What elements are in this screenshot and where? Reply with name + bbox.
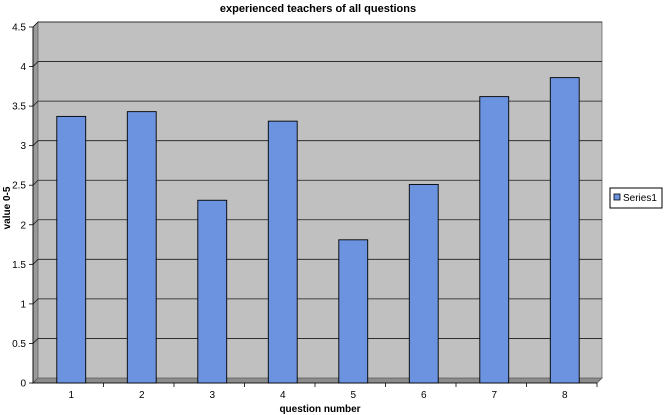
bar: [338, 239, 369, 384]
y-axis-title: value 0-5: [2, 186, 13, 229]
plot-floor: [32, 377, 603, 384]
bar: [267, 120, 298, 384]
legend: Series1: [609, 187, 663, 209]
x-tick-label: 2: [139, 390, 145, 401]
y-gridline-side: [32, 219, 39, 226]
y-tick-label: 0.5: [12, 339, 26, 350]
y-tick-label: 1: [20, 299, 26, 310]
y-tick-label: 2.5: [12, 181, 26, 192]
y-tick-label: 4.5: [12, 23, 26, 34]
x-tick-label: 1: [68, 390, 74, 401]
y-gridline-side: [32, 140, 39, 146]
bar: [479, 96, 510, 384]
y-gridline-side: [32, 21, 39, 28]
bar: [126, 111, 157, 384]
y-gridline-side: [32, 100, 39, 107]
bar: [197, 199, 228, 384]
plot-side-wall: [32, 21, 39, 384]
bar: [56, 115, 87, 384]
chart-title: experienced teachers of all questions: [220, 3, 416, 15]
y-tick-label: 4: [20, 62, 26, 73]
plot-background: [37, 21, 603, 379]
x-tick-label: 3: [209, 390, 215, 401]
y-gridline-side: [32, 259, 39, 265]
legend-box: [609, 187, 663, 209]
y-gridline-side: [32, 298, 39, 305]
x-tick-label: 5: [350, 390, 356, 401]
y-gridline-side: [32, 179, 39, 186]
plot-area: 0 0.5 1 1.5 2 2.5 3 3.5 4 4.5 1 2 3 4 5 6 7 8: [12, 21, 603, 401]
x-axis-title: question number: [279, 404, 360, 415]
y-gridline-side: [32, 61, 39, 67]
x-tick-label: 4: [280, 390, 286, 401]
y-tick-label: 2: [20, 220, 26, 231]
bar: [408, 183, 439, 384]
x-tick-label: 8: [562, 390, 568, 401]
y-tick-label: 0: [20, 379, 26, 390]
y-gridline-side: [32, 338, 39, 344]
legend-swatch: [613, 193, 621, 201]
legend-label: Series1: [623, 193, 657, 204]
x-tick-label: 7: [491, 390, 497, 401]
y-tick-label: 1.5: [12, 260, 26, 271]
bar: [549, 77, 580, 384]
x-tick-label: 6: [421, 390, 427, 401]
y-tick-label: 3.5: [12, 102, 26, 113]
y-tick-label: 3: [20, 141, 26, 152]
